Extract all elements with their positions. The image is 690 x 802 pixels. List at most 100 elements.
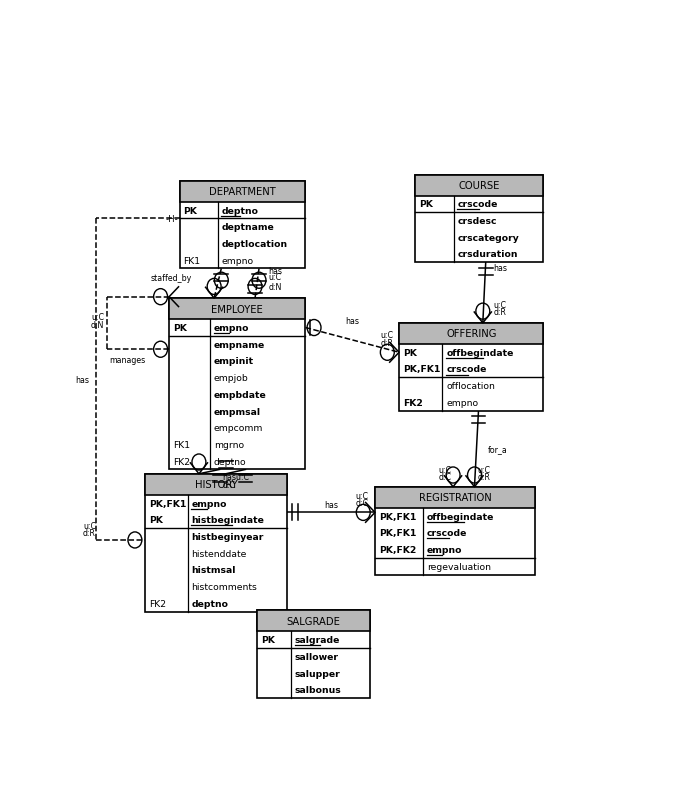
- Text: salbonus: salbonus: [295, 686, 342, 695]
- Text: d:R: d:R: [83, 529, 96, 537]
- Bar: [399, 323, 544, 411]
- Text: has: has: [494, 264, 508, 273]
- Text: crscode: crscode: [457, 200, 497, 209]
- Text: empbdate: empbdate: [214, 391, 266, 399]
- Text: empinit: empinit: [214, 357, 254, 366]
- Text: PK: PK: [149, 516, 163, 525]
- Text: d:R: d:R: [494, 308, 506, 317]
- Text: has: has: [324, 500, 338, 510]
- Bar: [180, 181, 306, 269]
- Text: OFFERING: OFFERING: [446, 329, 497, 339]
- Text: u:C: u:C: [91, 313, 104, 322]
- Bar: [399, 323, 544, 345]
- Text: PK: PK: [173, 324, 187, 333]
- Text: empno: empno: [191, 499, 227, 508]
- Text: PK,FK1: PK,FK1: [149, 499, 186, 508]
- Text: d:N: d:N: [90, 321, 104, 330]
- Text: EMPLOYEE: EMPLOYEE: [211, 304, 263, 314]
- Bar: [180, 181, 306, 202]
- Text: mgrno: mgrno: [214, 440, 244, 449]
- Text: empcomm: empcomm: [214, 423, 263, 432]
- Text: d:R: d:R: [477, 472, 491, 482]
- Text: PK: PK: [419, 200, 433, 209]
- Bar: [180, 181, 306, 202]
- Text: d:R: d:R: [381, 338, 394, 347]
- Text: u:C: u:C: [439, 465, 451, 474]
- Bar: [375, 487, 535, 508]
- Bar: [257, 610, 370, 632]
- Text: deptno: deptno: [221, 206, 258, 215]
- Text: deptno: deptno: [214, 457, 246, 466]
- Text: has: has: [75, 375, 90, 384]
- Text: REGISTRATION: REGISTRATION: [419, 492, 491, 503]
- Text: deptno: deptno: [191, 599, 228, 608]
- Text: PK: PK: [261, 635, 275, 645]
- Bar: [169, 299, 306, 320]
- Text: COURSE: COURSE: [459, 180, 500, 191]
- Text: u:C: u:C: [83, 521, 96, 530]
- Bar: [257, 610, 370, 632]
- Text: salupper: salupper: [295, 669, 341, 678]
- Text: -H-: -H-: [166, 215, 178, 224]
- Text: empmsal: empmsal: [214, 407, 261, 416]
- Text: empno: empno: [427, 545, 462, 554]
- Text: d:C: d:C: [355, 498, 368, 508]
- Text: FK1: FK1: [173, 440, 190, 449]
- Text: histbegindate: histbegindate: [191, 516, 264, 525]
- Bar: [169, 299, 306, 320]
- Text: HISTORY: HISTORY: [195, 480, 237, 490]
- Text: crscode: crscode: [427, 529, 467, 537]
- Text: has: has: [345, 316, 359, 325]
- Text: has: has: [268, 267, 283, 276]
- Bar: [415, 176, 544, 196]
- Text: FK2: FK2: [149, 599, 166, 608]
- Text: PK,FK2: PK,FK2: [379, 545, 416, 554]
- Text: u:C: u:C: [381, 331, 394, 340]
- Text: u:C
d:N: u:C d:N: [268, 272, 282, 292]
- Text: FK2: FK2: [173, 457, 190, 466]
- Text: empno: empno: [446, 399, 478, 407]
- Text: crscategory: crscategory: [457, 233, 519, 242]
- Text: empname: empname: [214, 340, 265, 350]
- Text: histmsal: histmsal: [191, 565, 236, 575]
- Text: PK,FK1: PK,FK1: [379, 529, 416, 537]
- Bar: [145, 474, 287, 495]
- Text: d:C: d:C: [222, 480, 235, 489]
- Text: u:C: u:C: [477, 465, 491, 474]
- Text: histcomments: histcomments: [191, 582, 257, 591]
- Text: u:C: u:C: [494, 301, 506, 310]
- Text: manages: manages: [109, 356, 146, 365]
- Bar: [145, 474, 287, 612]
- Text: hasu:C: hasu:C: [222, 472, 249, 481]
- Text: crsdesc: crsdesc: [457, 217, 497, 226]
- Bar: [257, 610, 370, 699]
- Text: PK: PK: [184, 206, 197, 215]
- Text: SALGRADE: SALGRADE: [286, 616, 340, 626]
- Text: sallower: sallower: [295, 652, 339, 661]
- Text: crscode: crscode: [446, 365, 486, 374]
- Text: FK2: FK2: [403, 399, 422, 407]
- Bar: [169, 299, 306, 470]
- Text: staffed_by: staffed_by: [150, 273, 192, 282]
- Text: regevaluation: regevaluation: [427, 562, 491, 571]
- Bar: [415, 176, 544, 263]
- Bar: [375, 487, 535, 575]
- Text: salgrade: salgrade: [295, 635, 340, 645]
- Text: DEPARTMENT: DEPARTMENT: [209, 187, 276, 197]
- Text: crsduration: crsduration: [457, 250, 518, 259]
- Bar: [375, 487, 535, 508]
- Bar: [415, 176, 544, 196]
- Text: offbegindate: offbegindate: [427, 512, 494, 521]
- Bar: [399, 323, 544, 345]
- Text: for_a: for_a: [488, 444, 508, 454]
- Text: histenddate: histenddate: [191, 549, 247, 558]
- Text: PK,FK1: PK,FK1: [403, 365, 440, 374]
- Text: empno: empno: [214, 324, 249, 333]
- Text: offlocation: offlocation: [446, 382, 495, 391]
- Text: u:C: u:C: [355, 491, 368, 500]
- Text: PK: PK: [403, 348, 417, 358]
- Text: deptlocation: deptlocation: [221, 240, 288, 249]
- Text: PK,FK1: PK,FK1: [379, 512, 416, 521]
- Text: offbegindate: offbegindate: [446, 348, 513, 358]
- Bar: [145, 474, 287, 495]
